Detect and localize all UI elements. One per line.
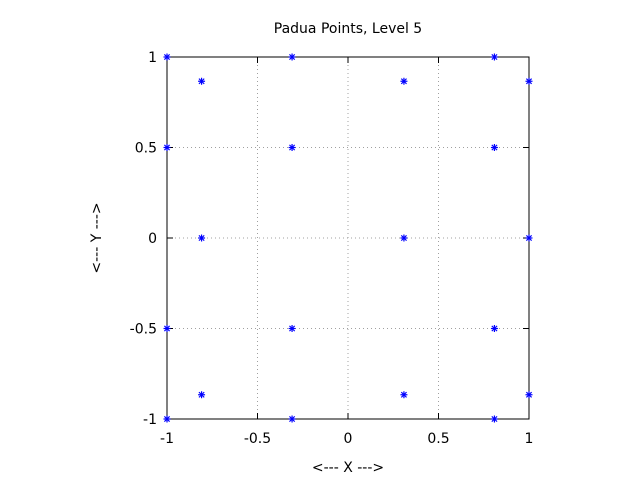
y-axis-label: <--- Y ---> <box>89 202 105 273</box>
x-tick-labels: -1 -0.5 0 0.5 1 <box>160 431 533 447</box>
data-point <box>525 391 533 399</box>
data-point <box>490 325 498 332</box>
data-point <box>163 144 171 151</box>
data-point <box>198 234 206 242</box>
data-point <box>525 77 533 85</box>
x-tick-label: -1 <box>160 431 174 447</box>
data-point <box>490 53 498 61</box>
data-point <box>198 391 206 399</box>
data-point <box>525 234 533 242</box>
data-point <box>288 144 296 151</box>
x-tick-label: 1 <box>525 431 534 447</box>
y-tick-label: 1 <box>148 50 157 66</box>
data-point <box>198 77 206 85</box>
data-point <box>163 415 171 423</box>
data-point <box>400 77 408 85</box>
y-tick-label: 0.5 <box>135 141 157 157</box>
y-tick-label: 0 <box>148 231 157 247</box>
x-axis-label: <--- X ---> <box>312 460 384 476</box>
data-point <box>400 391 408 399</box>
x-tick-label: 0 <box>344 431 353 447</box>
data-point <box>490 144 498 151</box>
x-tick-label: -0.5 <box>244 431 271 447</box>
y-tick-labels: -1 -0.5 0 0.5 1 <box>130 50 157 428</box>
data-point <box>163 53 171 61</box>
data-points <box>163 53 533 423</box>
data-point <box>163 325 171 332</box>
data-point <box>288 53 296 61</box>
data-point <box>400 234 408 242</box>
data-point <box>490 415 498 423</box>
y-tick-label: -1 <box>143 412 157 428</box>
chart-title: Padua Points, Level 5 <box>274 21 422 37</box>
data-point <box>288 325 296 332</box>
data-point <box>288 415 296 423</box>
y-tick-label: -0.5 <box>130 322 157 338</box>
x-tick-label: 0.5 <box>427 431 449 447</box>
grid-lines <box>167 57 529 419</box>
